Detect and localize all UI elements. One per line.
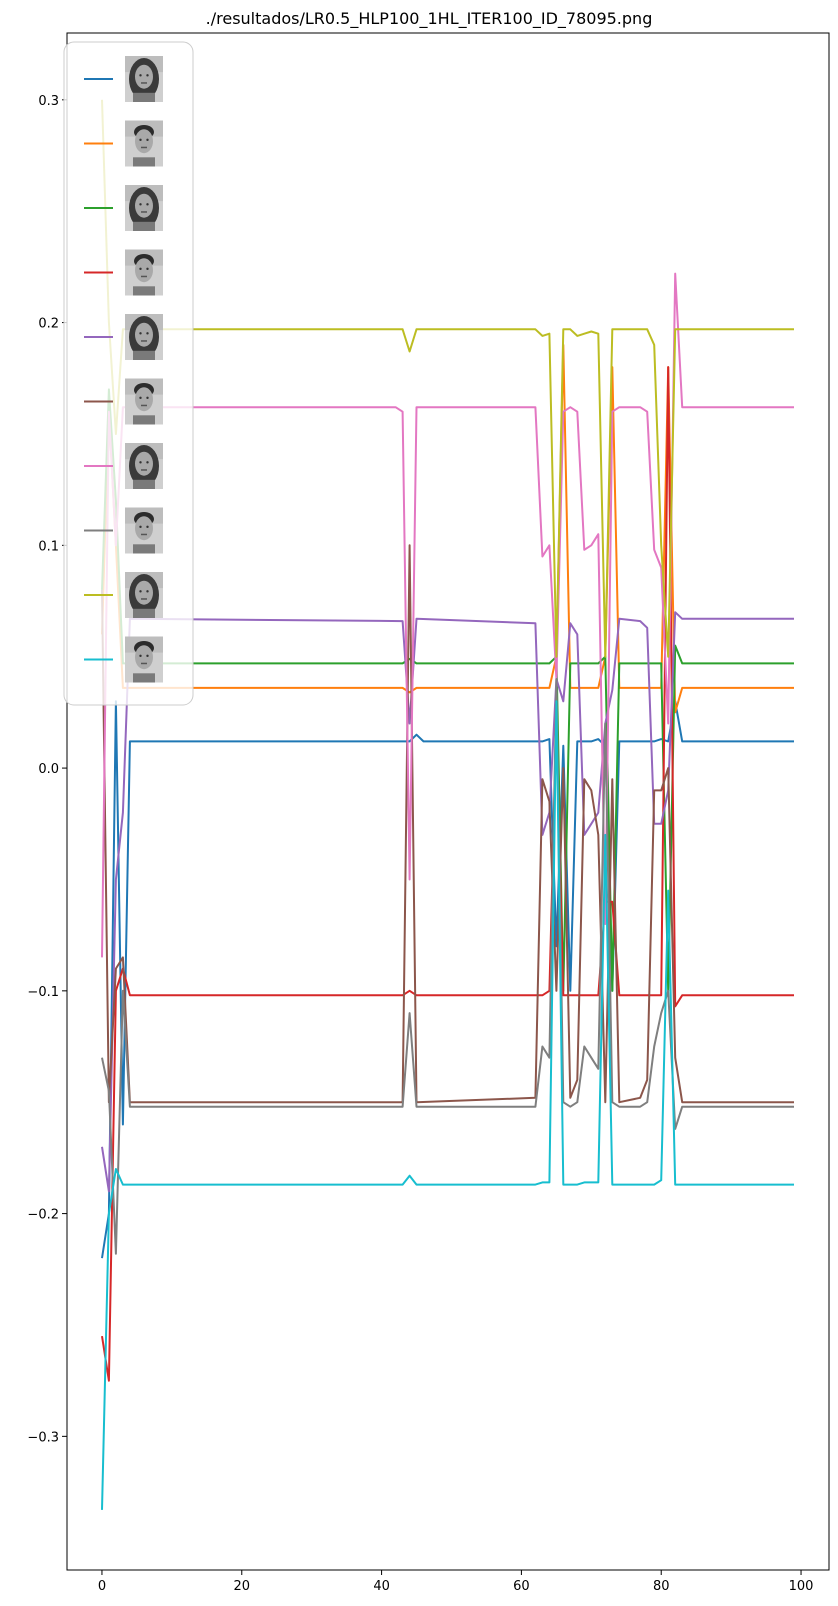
face-photo-icon <box>125 572 163 618</box>
face-photo-icon <box>125 314 163 360</box>
face-photo-icon <box>125 185 163 231</box>
series-line-1 <box>101 700 794 1259</box>
x-tick-label: 20 <box>233 1579 250 1594</box>
y-axis: −0.3 −0.2 −0.1 0.0 0.1 0.2 0.3 <box>27 94 67 1445</box>
legend-entry-1 <box>84 56 163 102</box>
y-tick-label: −0.3 <box>27 1430 59 1445</box>
series-line-7 <box>101 272 794 958</box>
x-tick-label: 0 <box>98 1579 106 1594</box>
y-tick-label: 0.0 <box>38 762 59 777</box>
series-line-6 <box>101 544 794 1104</box>
x-tick-label: 60 <box>513 1579 530 1594</box>
y-tick-label: 0.2 <box>38 317 59 332</box>
series-line-8 <box>101 678 794 1255</box>
legend-entry-2 <box>84 120 163 167</box>
legend-entry-6 <box>84 378 163 425</box>
face-photo-icon <box>125 56 163 102</box>
series-line-4 <box>101 366 794 1382</box>
series-line-3 <box>101 388 794 992</box>
face-photo-icon <box>125 378 163 425</box>
x-tick-label: 80 <box>653 1579 670 1594</box>
legend-entry-4 <box>84 249 163 296</box>
legend-entry-10 <box>84 636 163 683</box>
y-tick-label: −0.1 <box>27 985 59 1000</box>
x-axis: 0 20 40 60 80 100 <box>98 1570 814 1594</box>
legend-entry-8 <box>84 507 163 554</box>
chart-title: ./resultados/LR0.5_HLP100_1HL_ITER100_ID… <box>206 9 653 29</box>
legend-entry-7 <box>84 443 163 489</box>
face-photo-icon <box>125 443 163 489</box>
y-tick-label: 0.1 <box>38 539 59 554</box>
face-photo-icon <box>125 120 163 167</box>
legend-entry-5 <box>84 314 163 360</box>
y-tick-label: 0.3 <box>38 94 59 109</box>
y-tick-label: −0.2 <box>27 1208 59 1223</box>
series-line-10 <box>101 700 794 1510</box>
x-tick-label: 40 <box>373 1579 390 1594</box>
legend-entry-9 <box>84 572 163 618</box>
series-line-5 <box>101 611 794 1193</box>
series-line-2 <box>101 343 794 714</box>
plot-area <box>66 32 830 1571</box>
x-tick-label: 100 <box>789 1579 814 1594</box>
legend <box>63 41 194 706</box>
series-layer <box>101 99 794 1510</box>
face-photo-icon <box>125 636 163 683</box>
face-photo-icon <box>125 249 163 296</box>
face-photo-icon <box>125 507 163 554</box>
series-line-9 <box>101 99 794 658</box>
legend-entry-3 <box>84 185 163 231</box>
